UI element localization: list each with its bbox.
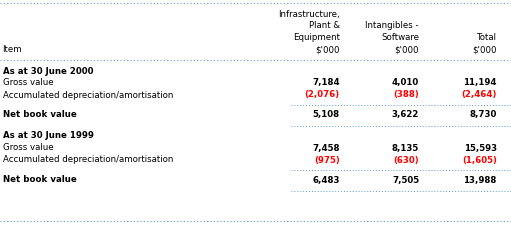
Text: 11,194: 11,194 [463, 79, 497, 88]
Text: 13,988: 13,988 [463, 176, 497, 184]
Text: Net book value: Net book value [3, 176, 76, 184]
Text: 5,108: 5,108 [313, 110, 340, 119]
Text: Item: Item [3, 45, 22, 54]
Text: 8,135: 8,135 [392, 144, 419, 153]
Text: 6,483: 6,483 [312, 176, 340, 184]
Text: (2,076): (2,076) [305, 90, 340, 99]
Text: Plant &: Plant & [309, 22, 340, 31]
Text: Infrastructure,: Infrastructure, [278, 9, 340, 18]
Text: Net book value: Net book value [3, 110, 76, 119]
Text: $'000: $'000 [472, 45, 497, 54]
Text: Gross value: Gross value [3, 79, 53, 88]
Text: 3,622: 3,622 [391, 110, 419, 119]
Text: (630): (630) [393, 155, 419, 164]
Text: (1,605): (1,605) [462, 155, 497, 164]
Text: Intangibles -: Intangibles - [365, 22, 419, 31]
Text: 7,458: 7,458 [312, 144, 340, 153]
Text: 4,010: 4,010 [392, 79, 419, 88]
Text: 7,505: 7,505 [392, 176, 419, 184]
Text: Software: Software [381, 34, 419, 43]
Text: $'000: $'000 [315, 45, 340, 54]
Text: (388): (388) [393, 90, 419, 99]
Text: (975): (975) [314, 155, 340, 164]
Text: Equipment: Equipment [293, 34, 340, 43]
Text: $'000: $'000 [394, 45, 419, 54]
Text: 8,730: 8,730 [469, 110, 497, 119]
Text: Gross value: Gross value [3, 144, 53, 153]
Text: (2,464): (2,464) [461, 90, 497, 99]
Text: As at 30 June 2000: As at 30 June 2000 [3, 67, 93, 76]
Text: Accumulated depreciation/amortisation: Accumulated depreciation/amortisation [3, 90, 173, 99]
Text: 7,184: 7,184 [312, 79, 340, 88]
Text: As at 30 June 1999: As at 30 June 1999 [3, 131, 94, 140]
Text: Accumulated depreciation/amortisation: Accumulated depreciation/amortisation [3, 155, 173, 164]
Text: Total: Total [477, 34, 497, 43]
Text: 15,593: 15,593 [463, 144, 497, 153]
